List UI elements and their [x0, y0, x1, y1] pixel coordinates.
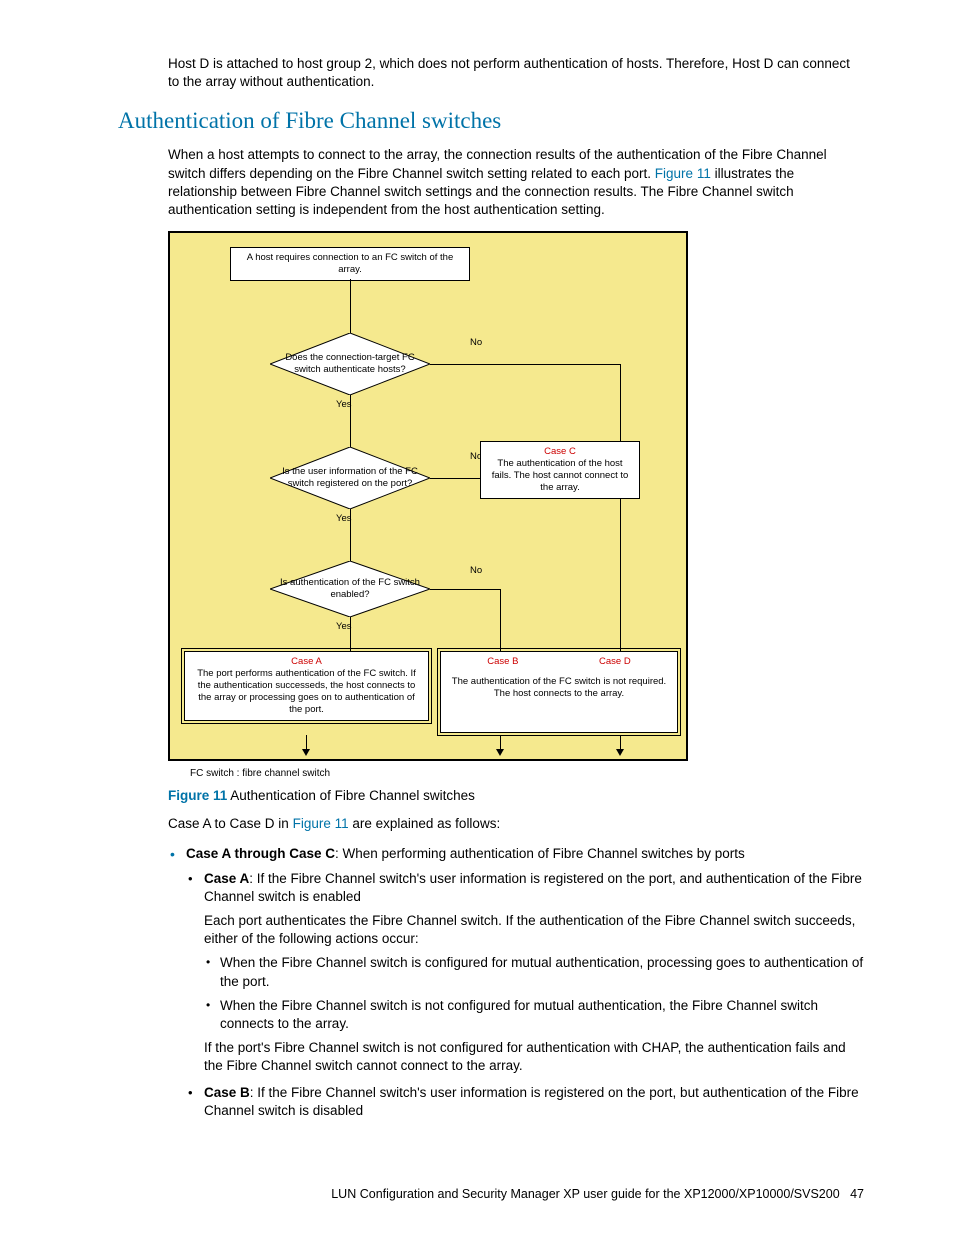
fc-decision-2-text: Is the user information of the FC switch…	[270, 447, 430, 509]
case-list: Case A through Case C: When performing a…	[168, 845, 864, 1120]
fc-case-d-title: Case D	[599, 656, 631, 668]
fc-arrowhead-icon	[496, 749, 504, 756]
fc-decision-3-text: Is authentication of the FC switch enabl…	[270, 561, 430, 617]
case-a-para-1: Each port authenticates the Fibre Channe…	[204, 912, 864, 948]
list-item-rest: : If the Fibre Channel switch's user inf…	[204, 1085, 859, 1118]
fc-label-no: No	[470, 565, 482, 577]
intro-paragraph: Host D is attached to host group 2, whic…	[168, 55, 864, 91]
list-item-bold: Case A through Case C	[186, 846, 335, 861]
list-item-case-b: Case B: If the Fibre Channel switch's us…	[186, 1084, 864, 1120]
fc-arrowhead-icon	[616, 749, 624, 756]
list-item-bold: Case B	[204, 1085, 250, 1100]
explain-paragraph: Case A to Case D in Figure 11 are explai…	[168, 815, 864, 833]
fc-case-a-text: The port performs authentication of the …	[191, 668, 422, 716]
figure-caption-text: Authentication of Fibre Channel switches	[227, 788, 475, 803]
fc-decision-2: Is the user information of the FC switch…	[270, 447, 430, 509]
list-item: When the Fibre Channel switch is configu…	[204, 954, 864, 990]
fc-decision-3: Is authentication of the FC switch enabl…	[270, 561, 430, 617]
fc-edge	[350, 279, 351, 333]
explain-a: Case A to Case D in	[168, 816, 293, 831]
figure-caption-label: Figure 11	[168, 788, 227, 803]
flowchart: A host requires connection to an FC swit…	[168, 231, 688, 761]
fc-edge	[430, 364, 620, 365]
fc-case-bd-text: The authentication of the FC switch is n…	[447, 676, 671, 700]
figure-xref[interactable]: Figure 11	[655, 166, 711, 181]
fc-start-box: A host requires connection to an FC swit…	[230, 247, 470, 281]
fc-decision-1: Does the connection-target FC switch aut…	[270, 333, 430, 395]
case-a-sublist: When the Fibre Channel switch is configu…	[204, 954, 864, 1033]
fc-case-a-box: Case A The port performs authentication …	[184, 651, 429, 720]
fc-label-yes: Yes	[336, 399, 352, 411]
fc-case-bd-box: Case B Case D The authentication of the …	[440, 651, 678, 733]
fc-arrowhead-icon	[302, 749, 310, 756]
fc-case-b-title: Case B	[487, 656, 518, 668]
section-heading: Authentication of Fibre Channel switches	[118, 105, 864, 136]
fc-label-yes: Yes	[336, 513, 352, 525]
case-a-para-2: If the port's Fibre Channel switch is no…	[204, 1039, 864, 1075]
fc-case-c-text: The authentication of the host fails. Th…	[487, 458, 633, 494]
fc-case-a-title: Case A	[191, 656, 422, 668]
figure-caption: Figure 11 Authentication of Fibre Channe…	[168, 787, 864, 805]
list-item-rest: : If the Fibre Channel switch's user inf…	[204, 871, 862, 904]
list-item: When the Fibre Channel switch is not con…	[204, 997, 864, 1033]
flowchart-note: FC switch : fibre channel switch	[190, 767, 864, 781]
list-item-top: Case A through Case C: When performing a…	[168, 845, 864, 1120]
sub-case-list: Case A: If the Fibre Channel switch's us…	[186, 870, 864, 1121]
fc-label-no: No	[470, 337, 482, 349]
fc-edge	[430, 478, 480, 479]
fc-decision-1-text: Does the connection-target FC switch aut…	[270, 333, 430, 395]
fc-edge	[500, 589, 501, 651]
fc-edge	[620, 364, 621, 651]
fc-label-yes: Yes	[336, 621, 352, 633]
fc-edge	[430, 589, 500, 590]
fc-case-c-box: Case C The authentication of the host fa…	[480, 441, 640, 499]
body-paragraph-1: When a host attempts to connect to the a…	[168, 146, 864, 219]
fc-case-c-title: Case C	[487, 446, 633, 458]
figure-xref[interactable]: Figure 11	[293, 816, 349, 831]
page-number: 47	[850, 1187, 864, 1201]
page-footer: LUN Configuration and Security Manager X…	[118, 1186, 864, 1203]
explain-b: are explained as follows:	[349, 816, 501, 831]
list-item-case-a: Case A: If the Fibre Channel switch's us…	[186, 870, 864, 1076]
list-item-bold: Case A	[204, 871, 249, 886]
list-item-rest: : When performing authentication of Fibr…	[335, 846, 745, 861]
footer-text: LUN Configuration and Security Manager X…	[331, 1187, 839, 1201]
